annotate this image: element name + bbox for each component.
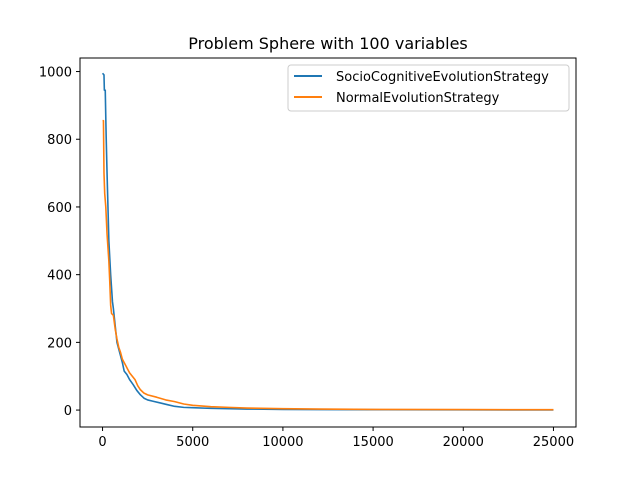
legend-box	[287, 64, 570, 112]
chart-title: Problem Sphere with 100 variables	[188, 34, 468, 53]
x-axis: 0 5000 10000 15000 20000 25000	[98, 427, 574, 450]
y-tick-label: 1000	[39, 66, 72, 81]
series-line-1	[102, 119, 554, 411]
x-tick-label: 20000	[443, 435, 484, 450]
legend: SocioCognitiveEvolutionStrategy NormalEv…	[287, 64, 570, 112]
y-tick-label: 200	[47, 336, 72, 351]
y-tick-label: 400	[47, 269, 72, 284]
legend-label-socio: SocioCognitiveEvolutionStrategy	[336, 70, 549, 85]
x-tick-label: 25000	[533, 435, 574, 450]
y-tick-label: 600	[47, 201, 72, 216]
x-tick-label: 15000	[352, 435, 393, 450]
y-tick-label: 0	[64, 404, 72, 419]
y-tick-label: 800	[47, 133, 72, 148]
legend-label-normal: NormalEvolutionStrategy	[336, 91, 500, 106]
y-axis: 0 200 400 600 800 1000	[39, 66, 80, 419]
plot-lines	[101, 72, 554, 411]
plot-frame	[79, 57, 577, 428]
series-line-0	[101, 72, 554, 411]
x-tick-label: 10000	[262, 435, 303, 450]
x-tick-label: 5000	[176, 435, 209, 450]
x-tick-label: 0	[98, 435, 106, 450]
